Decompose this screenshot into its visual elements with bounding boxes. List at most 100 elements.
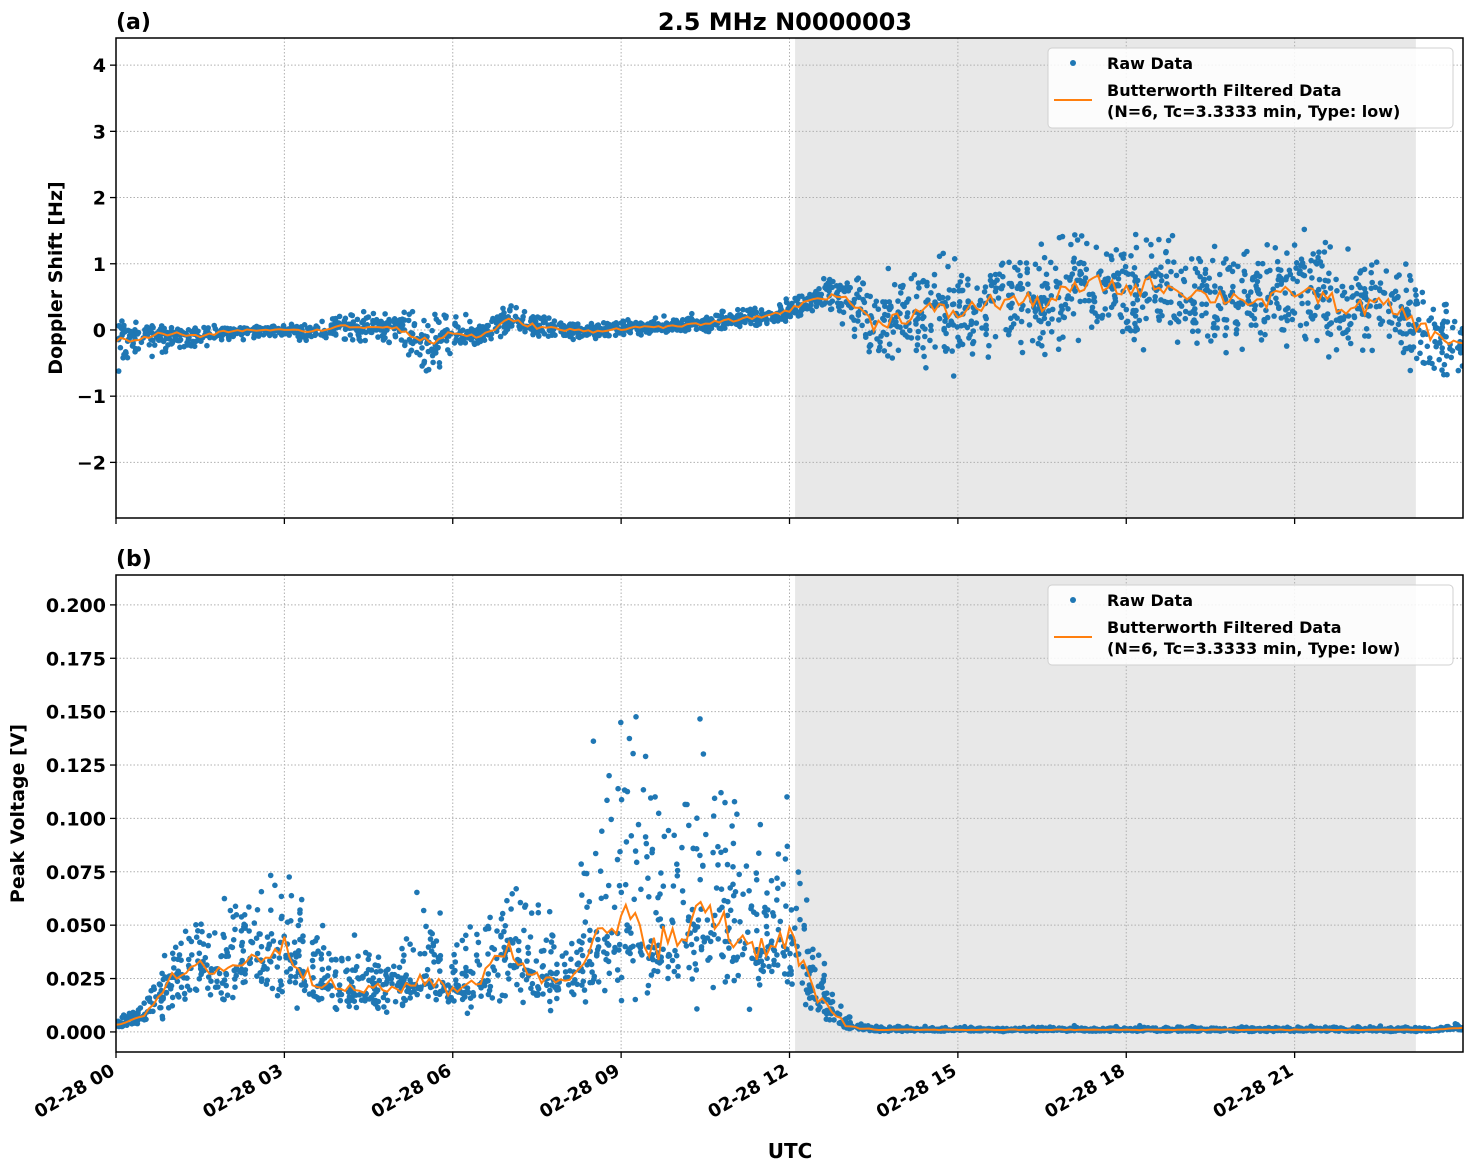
raw-data-point bbox=[437, 910, 443, 916]
raw-data-point bbox=[982, 284, 989, 290]
raw-data-point bbox=[1084, 240, 1090, 247]
raw-data-point bbox=[1223, 317, 1230, 323]
raw-data-point bbox=[586, 331, 592, 337]
raw-data-point bbox=[528, 910, 535, 916]
raw-data-point bbox=[487, 914, 493, 921]
raw-data-point bbox=[1014, 285, 1021, 292]
raw-data-point bbox=[1178, 303, 1185, 309]
raw-data-point bbox=[851, 317, 857, 323]
raw-data-point bbox=[714, 312, 721, 319]
raw-data-point bbox=[1326, 270, 1332, 277]
raw-data-point bbox=[763, 923, 770, 930]
y-tick-label: 3 bbox=[93, 121, 106, 143]
raw-data-point bbox=[1220, 260, 1227, 266]
raw-data-point bbox=[919, 323, 926, 330]
raw-data-point bbox=[195, 928, 201, 934]
raw-data-point bbox=[713, 885, 720, 891]
raw-data-point bbox=[725, 898, 731, 905]
raw-data-point bbox=[1386, 319, 1393, 325]
raw-data-point bbox=[345, 989, 352, 995]
raw-data-point bbox=[655, 917, 662, 923]
raw-data-point bbox=[635, 821, 642, 828]
raw-data-point bbox=[563, 950, 569, 956]
raw-data-point bbox=[698, 944, 705, 950]
raw-data-point bbox=[1134, 292, 1140, 299]
raw-data-point bbox=[913, 321, 919, 327]
raw-data-point bbox=[366, 952, 372, 958]
raw-data-point bbox=[1383, 268, 1390, 274]
raw-data-point bbox=[895, 347, 902, 354]
raw-data-point bbox=[1289, 308, 1296, 315]
raw-data-point bbox=[463, 964, 469, 971]
raw-data-point bbox=[251, 920, 258, 926]
raw-data-point bbox=[731, 315, 737, 321]
raw-data-point bbox=[722, 799, 728, 806]
raw-data-point bbox=[396, 964, 403, 971]
raw-data-point bbox=[554, 995, 560, 1002]
raw-data-point bbox=[660, 883, 667, 889]
raw-data-point bbox=[485, 971, 492, 977]
raw-data-point bbox=[462, 340, 469, 346]
raw-data-point bbox=[316, 997, 322, 1003]
raw-data-point bbox=[1439, 367, 1445, 373]
raw-data-point bbox=[515, 947, 522, 954]
raw-data-point bbox=[278, 893, 285, 900]
raw-data-point bbox=[821, 972, 827, 979]
raw-data-point bbox=[1217, 285, 1224, 292]
raw-data-point bbox=[319, 966, 326, 973]
raw-data-point bbox=[827, 306, 834, 313]
x-tick-label: 02-28 18 bbox=[1041, 1060, 1128, 1123]
raw-data-point bbox=[666, 952, 673, 959]
raw-data-point bbox=[450, 969, 457, 976]
raw-data-point bbox=[508, 906, 514, 912]
raw-data-point bbox=[1297, 322, 1304, 329]
raw-data-point bbox=[1207, 289, 1213, 295]
raw-data-point bbox=[407, 995, 414, 1001]
raw-data-point bbox=[1322, 239, 1329, 246]
raw-data-point bbox=[873, 298, 880, 305]
raw-data-point bbox=[754, 927, 760, 934]
raw-data-point bbox=[1139, 304, 1146, 311]
raw-data-point bbox=[904, 334, 911, 340]
raw-data-point bbox=[458, 336, 465, 343]
raw-data-point bbox=[177, 327, 184, 334]
raw-data-point bbox=[295, 333, 301, 340]
raw-data-point bbox=[1053, 278, 1059, 285]
raw-data-point bbox=[665, 827, 672, 834]
raw-data-point bbox=[756, 982, 763, 988]
raw-data-point bbox=[373, 316, 380, 323]
raw-data-point bbox=[1252, 302, 1259, 309]
raw-data-point bbox=[362, 337, 369, 344]
raw-data-point bbox=[661, 313, 667, 319]
raw-data-point bbox=[517, 899, 524, 906]
raw-data-point bbox=[196, 950, 203, 957]
raw-data-point bbox=[427, 936, 434, 942]
raw-data-point bbox=[983, 326, 990, 333]
raw-data-point bbox=[470, 327, 476, 333]
raw-data-point bbox=[169, 950, 176, 957]
raw-data-point bbox=[915, 315, 921, 322]
raw-data-point bbox=[874, 336, 880, 342]
raw-data-point bbox=[474, 958, 481, 964]
x-tick-label: 02-28 15 bbox=[873, 1060, 960, 1123]
raw-data-point bbox=[695, 917, 702, 923]
raw-data-point bbox=[630, 943, 636, 950]
raw-data-point bbox=[1455, 367, 1462, 374]
raw-data-point bbox=[1078, 233, 1085, 239]
raw-data-point bbox=[672, 947, 678, 954]
raw-data-point bbox=[1163, 273, 1170, 280]
raw-data-point bbox=[592, 850, 599, 857]
raw-data-point bbox=[809, 954, 816, 961]
raw-data-point bbox=[992, 271, 999, 278]
raw-data-point bbox=[1168, 268, 1174, 275]
raw-data-point bbox=[829, 998, 836, 1005]
raw-data-point bbox=[1209, 257, 1216, 264]
raw-data-point bbox=[1174, 339, 1181, 346]
raw-data-point bbox=[820, 978, 827, 985]
raw-data-point bbox=[345, 999, 352, 1005]
raw-data-point bbox=[185, 327, 192, 333]
raw-data-point bbox=[731, 798, 738, 805]
raw-data-point bbox=[1075, 337, 1082, 344]
raw-data-point bbox=[1386, 333, 1393, 340]
y-tick-label: 0.175 bbox=[46, 648, 106, 670]
